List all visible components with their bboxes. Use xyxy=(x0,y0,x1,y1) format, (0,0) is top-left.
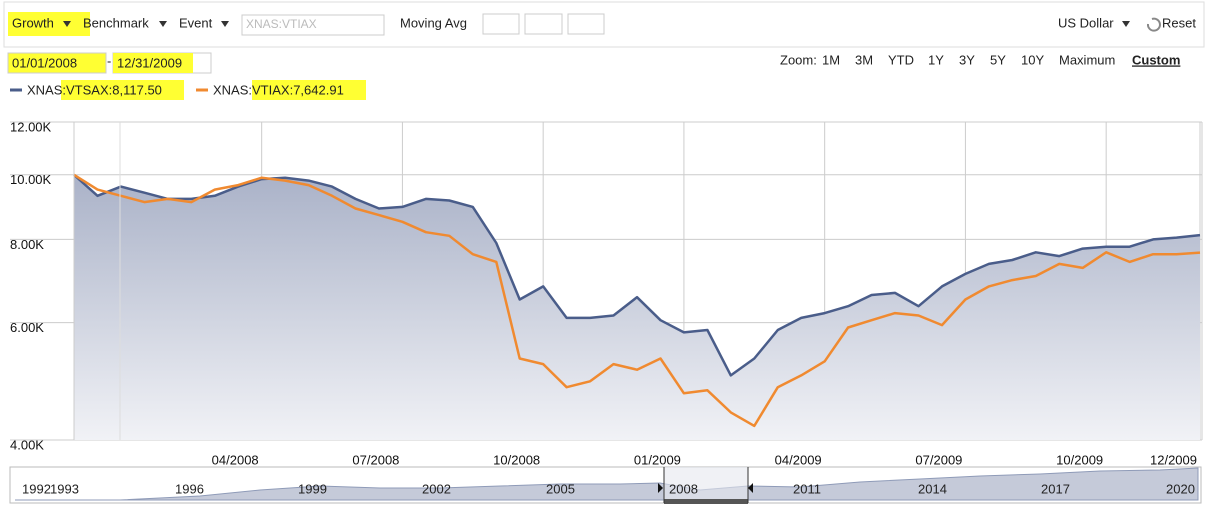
x-tick-label: 10/2009 xyxy=(1056,452,1103,467)
date-separator: - xyxy=(107,53,111,68)
zoom-option[interactable]: 1Y xyxy=(928,52,944,67)
benchmark-button[interactable]: Benchmark xyxy=(83,15,149,30)
navigator-scrollbar[interactable] xyxy=(664,499,748,504)
navigator-selection[interactable] xyxy=(664,467,748,503)
handle-arrow xyxy=(658,483,663,493)
x-tick-label: 04/2009 xyxy=(775,452,822,467)
currency-button[interactable]: US Dollar xyxy=(1058,15,1114,30)
reset-icon xyxy=(1146,17,1161,32)
series-line xyxy=(73,173,1201,377)
highlight xyxy=(8,12,90,36)
zoom-option[interactable]: 3M xyxy=(855,52,873,67)
search-input[interactable] xyxy=(241,14,385,36)
handle-arrow xyxy=(748,483,753,493)
search-placeholder: XNAS:VTIAX xyxy=(246,17,317,31)
x-tick-label: 07/2008 xyxy=(352,452,399,467)
highlight xyxy=(113,53,193,73)
legend-value: 7,642.91 xyxy=(293,82,344,97)
zoom-option[interactable]: Maximum xyxy=(1059,52,1115,67)
highlight xyxy=(61,80,184,100)
moving-avg-input[interactable] xyxy=(482,13,520,35)
legend-name: XNAS:VTSAX xyxy=(27,82,109,97)
zoom-label: Zoom: xyxy=(780,52,817,67)
y-tick-label: 6.00K xyxy=(10,320,44,335)
growth-button[interactable]: Growth xyxy=(12,15,54,30)
y-tick-label: 4.00K xyxy=(10,437,44,452)
zoom-option[interactable]: 1M xyxy=(822,52,840,67)
legend-value: 8,117.50 xyxy=(112,82,162,97)
dropdown-arrow xyxy=(1122,21,1130,27)
start-date: 01/01/2008 xyxy=(12,55,77,70)
moving-avg-input[interactable] xyxy=(524,13,563,35)
event-button[interactable]: Event xyxy=(179,15,213,30)
x-tick-label: 04/2008 xyxy=(212,452,259,467)
zoom-option[interactable]: 10Y xyxy=(1021,52,1044,67)
x-tick-label: 10/2008 xyxy=(493,452,540,467)
navigator-label: 2002 xyxy=(422,481,451,496)
navigator-label: 2005 xyxy=(546,481,575,496)
navigator-label: 2020 xyxy=(1166,481,1195,496)
dropdown-arrow xyxy=(159,21,167,27)
x-tick-label: 12/2009 xyxy=(1150,452,1197,467)
x-tick-label: 01/2009 xyxy=(634,452,681,467)
navigator-label: 1999 xyxy=(298,481,327,496)
moving-avg-label: Moving Avg xyxy=(400,15,467,30)
x-tick-label: 07/2009 xyxy=(915,452,962,467)
zoom-option[interactable]: 3Y xyxy=(959,52,975,67)
y-tick-label: 12.00K xyxy=(10,119,52,134)
moving-avg-input[interactable] xyxy=(567,13,605,35)
area xyxy=(74,174,1200,441)
legend-separator: : xyxy=(109,82,113,97)
navigator-label: 1993 xyxy=(50,481,79,496)
legend-name: XNAS:VTIAX xyxy=(213,82,290,97)
legend-separator: : xyxy=(290,82,294,97)
zoom-option[interactable]: YTD xyxy=(888,52,914,67)
y-tick-label: 8.00K xyxy=(10,237,44,252)
start-date-input[interactable] xyxy=(7,52,107,74)
y-tick-label: 10.00K xyxy=(10,172,52,187)
navigator-label: 1996 xyxy=(175,481,204,496)
dropdown-arrow xyxy=(63,21,71,27)
zoom-option[interactable]: Custom xyxy=(1132,52,1180,67)
series-line xyxy=(73,173,1201,428)
navigator-label: 2014 xyxy=(918,481,947,496)
navigator-label: 2017 xyxy=(1041,481,1070,496)
navigator-label: 2008 xyxy=(669,481,698,496)
highlight xyxy=(252,80,366,100)
dropdown-arrow xyxy=(221,21,229,27)
navigator-label: 2011 xyxy=(793,481,821,496)
reset-button[interactable]: Reset xyxy=(1162,15,1196,30)
navigator-label: 1992 xyxy=(22,481,51,496)
end-date: 12/31/2009 xyxy=(117,55,182,70)
zoom-option[interactable]: 5Y xyxy=(990,52,1006,67)
